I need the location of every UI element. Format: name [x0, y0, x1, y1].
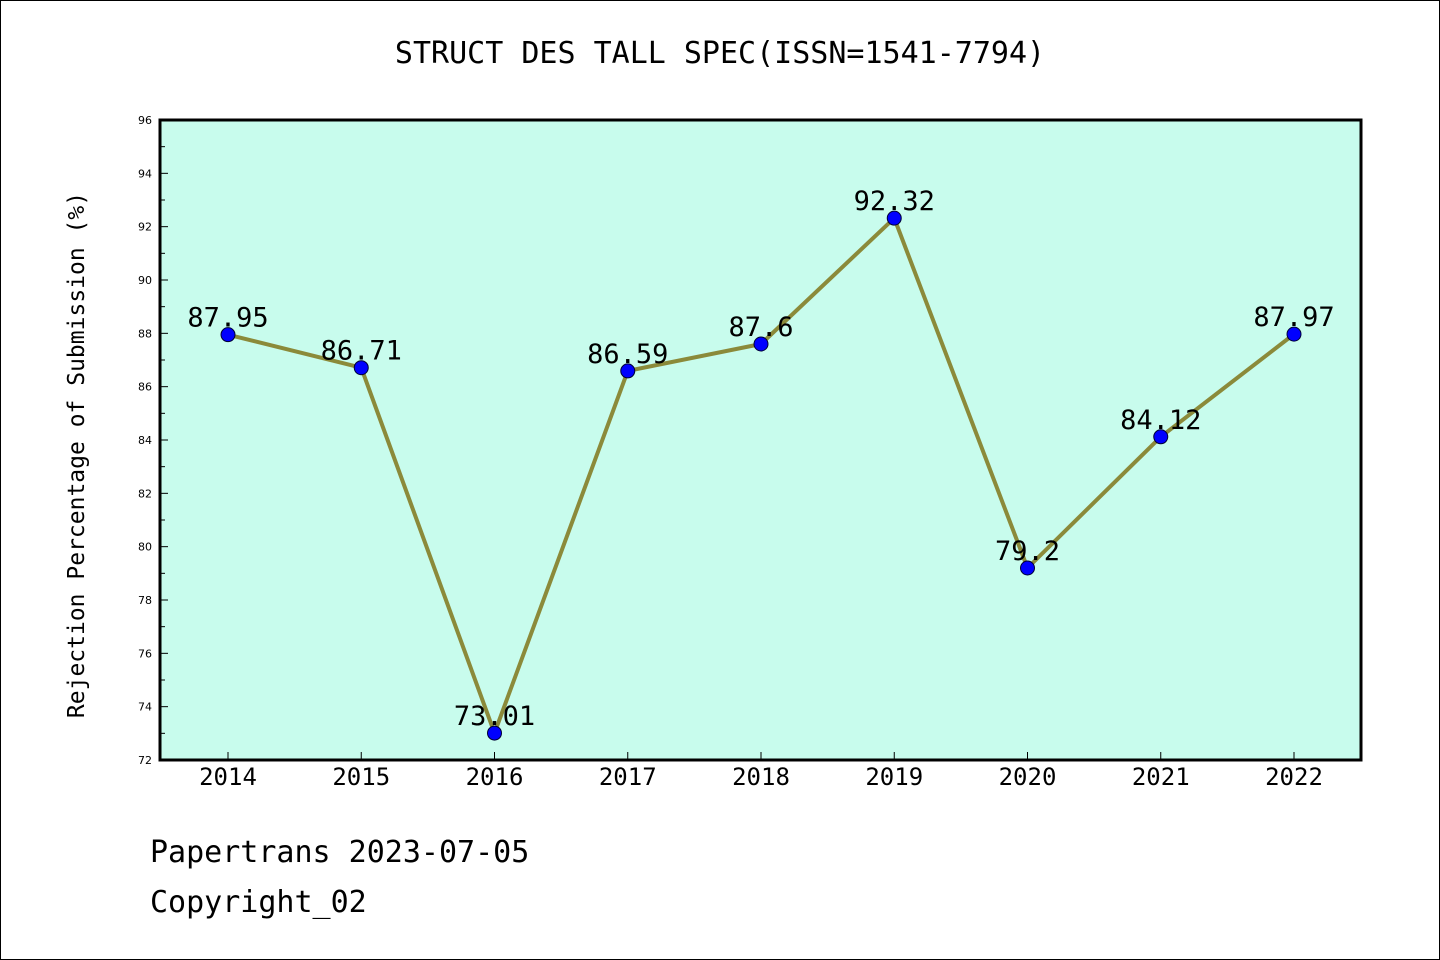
x-tick-label: 2022: [1265, 763, 1323, 791]
data-point: [753, 336, 769, 352]
data-point: [1153, 429, 1169, 445]
data-label: 87.6: [728, 312, 793, 343]
data-label: 79.2: [995, 536, 1060, 567]
data-labels: 87.95 86.71 73.01 86.59 87.6 92.32 79.2 84.12 87…: [187, 186, 1334, 732]
data-label: 86.59: [587, 339, 668, 370]
x-tick-label: 2018: [732, 763, 790, 791]
y-tick-label: 84: [138, 434, 152, 447]
y-tick-label: 82: [138, 487, 152, 500]
x-tick-label: 2020: [999, 763, 1057, 791]
chart-title: STRUCT DES TALL SPEC(ISSN=1541-7794): [394, 36, 1046, 71]
data-point: [220, 327, 236, 343]
data-point: [886, 210, 902, 226]
data-point: [1020, 560, 1035, 576]
x-tick-label: 2017: [599, 763, 657, 791]
y-tick-label: 96: [138, 114, 152, 127]
data-label: 87.97: [1253, 302, 1334, 333]
y-tick-label: 86: [138, 381, 152, 394]
data-label: 73.01: [454, 701, 535, 732]
y-tick-label: 80: [138, 541, 152, 554]
x-tick-label: 2019: [865, 763, 923, 791]
footer-copyright: Copyright_02: [150, 885, 367, 920]
data-label: 87.95: [187, 303, 268, 334]
x-tick-label: 2021: [1132, 763, 1190, 791]
y-axis-label: Rejection Percentage of Submission (%): [64, 192, 90, 718]
y-tick-label: 72: [138, 754, 152, 767]
plot-area: [158, 118, 1363, 762]
x-tick-label: 2015: [332, 763, 390, 791]
data-label: 84.12: [1120, 405, 1201, 436]
data-label: 86.71: [321, 336, 402, 367]
footer-date: Papertrans 2023-07-05: [150, 835, 530, 870]
data-point: [353, 360, 369, 376]
x-axis: 2014 2015 2016 2017 2018 2019 2020 2021 2022: [199, 752, 1323, 791]
y-tick-label: 78: [138, 594, 152, 607]
y-tick-label: 90: [138, 274, 152, 287]
y-axis: 72 74 76 78 80 82 84 86 88 90 92 94 96: [138, 114, 168, 767]
x-tick-label: 2014: [199, 763, 257, 791]
y-tick-label: 76: [138, 647, 152, 660]
data-points: [220, 210, 1302, 741]
data-point: [1286, 326, 1302, 342]
data-point: [487, 725, 502, 741]
y-tick-label: 92: [138, 221, 152, 234]
y-tick-label: 74: [138, 701, 152, 714]
data-label: 92.32: [854, 186, 935, 217]
y-tick-label: 94: [138, 167, 152, 180]
x-tick-label: 2016: [466, 763, 524, 791]
data-point: [620, 363, 636, 379]
y-tick-label: 88: [138, 327, 152, 340]
